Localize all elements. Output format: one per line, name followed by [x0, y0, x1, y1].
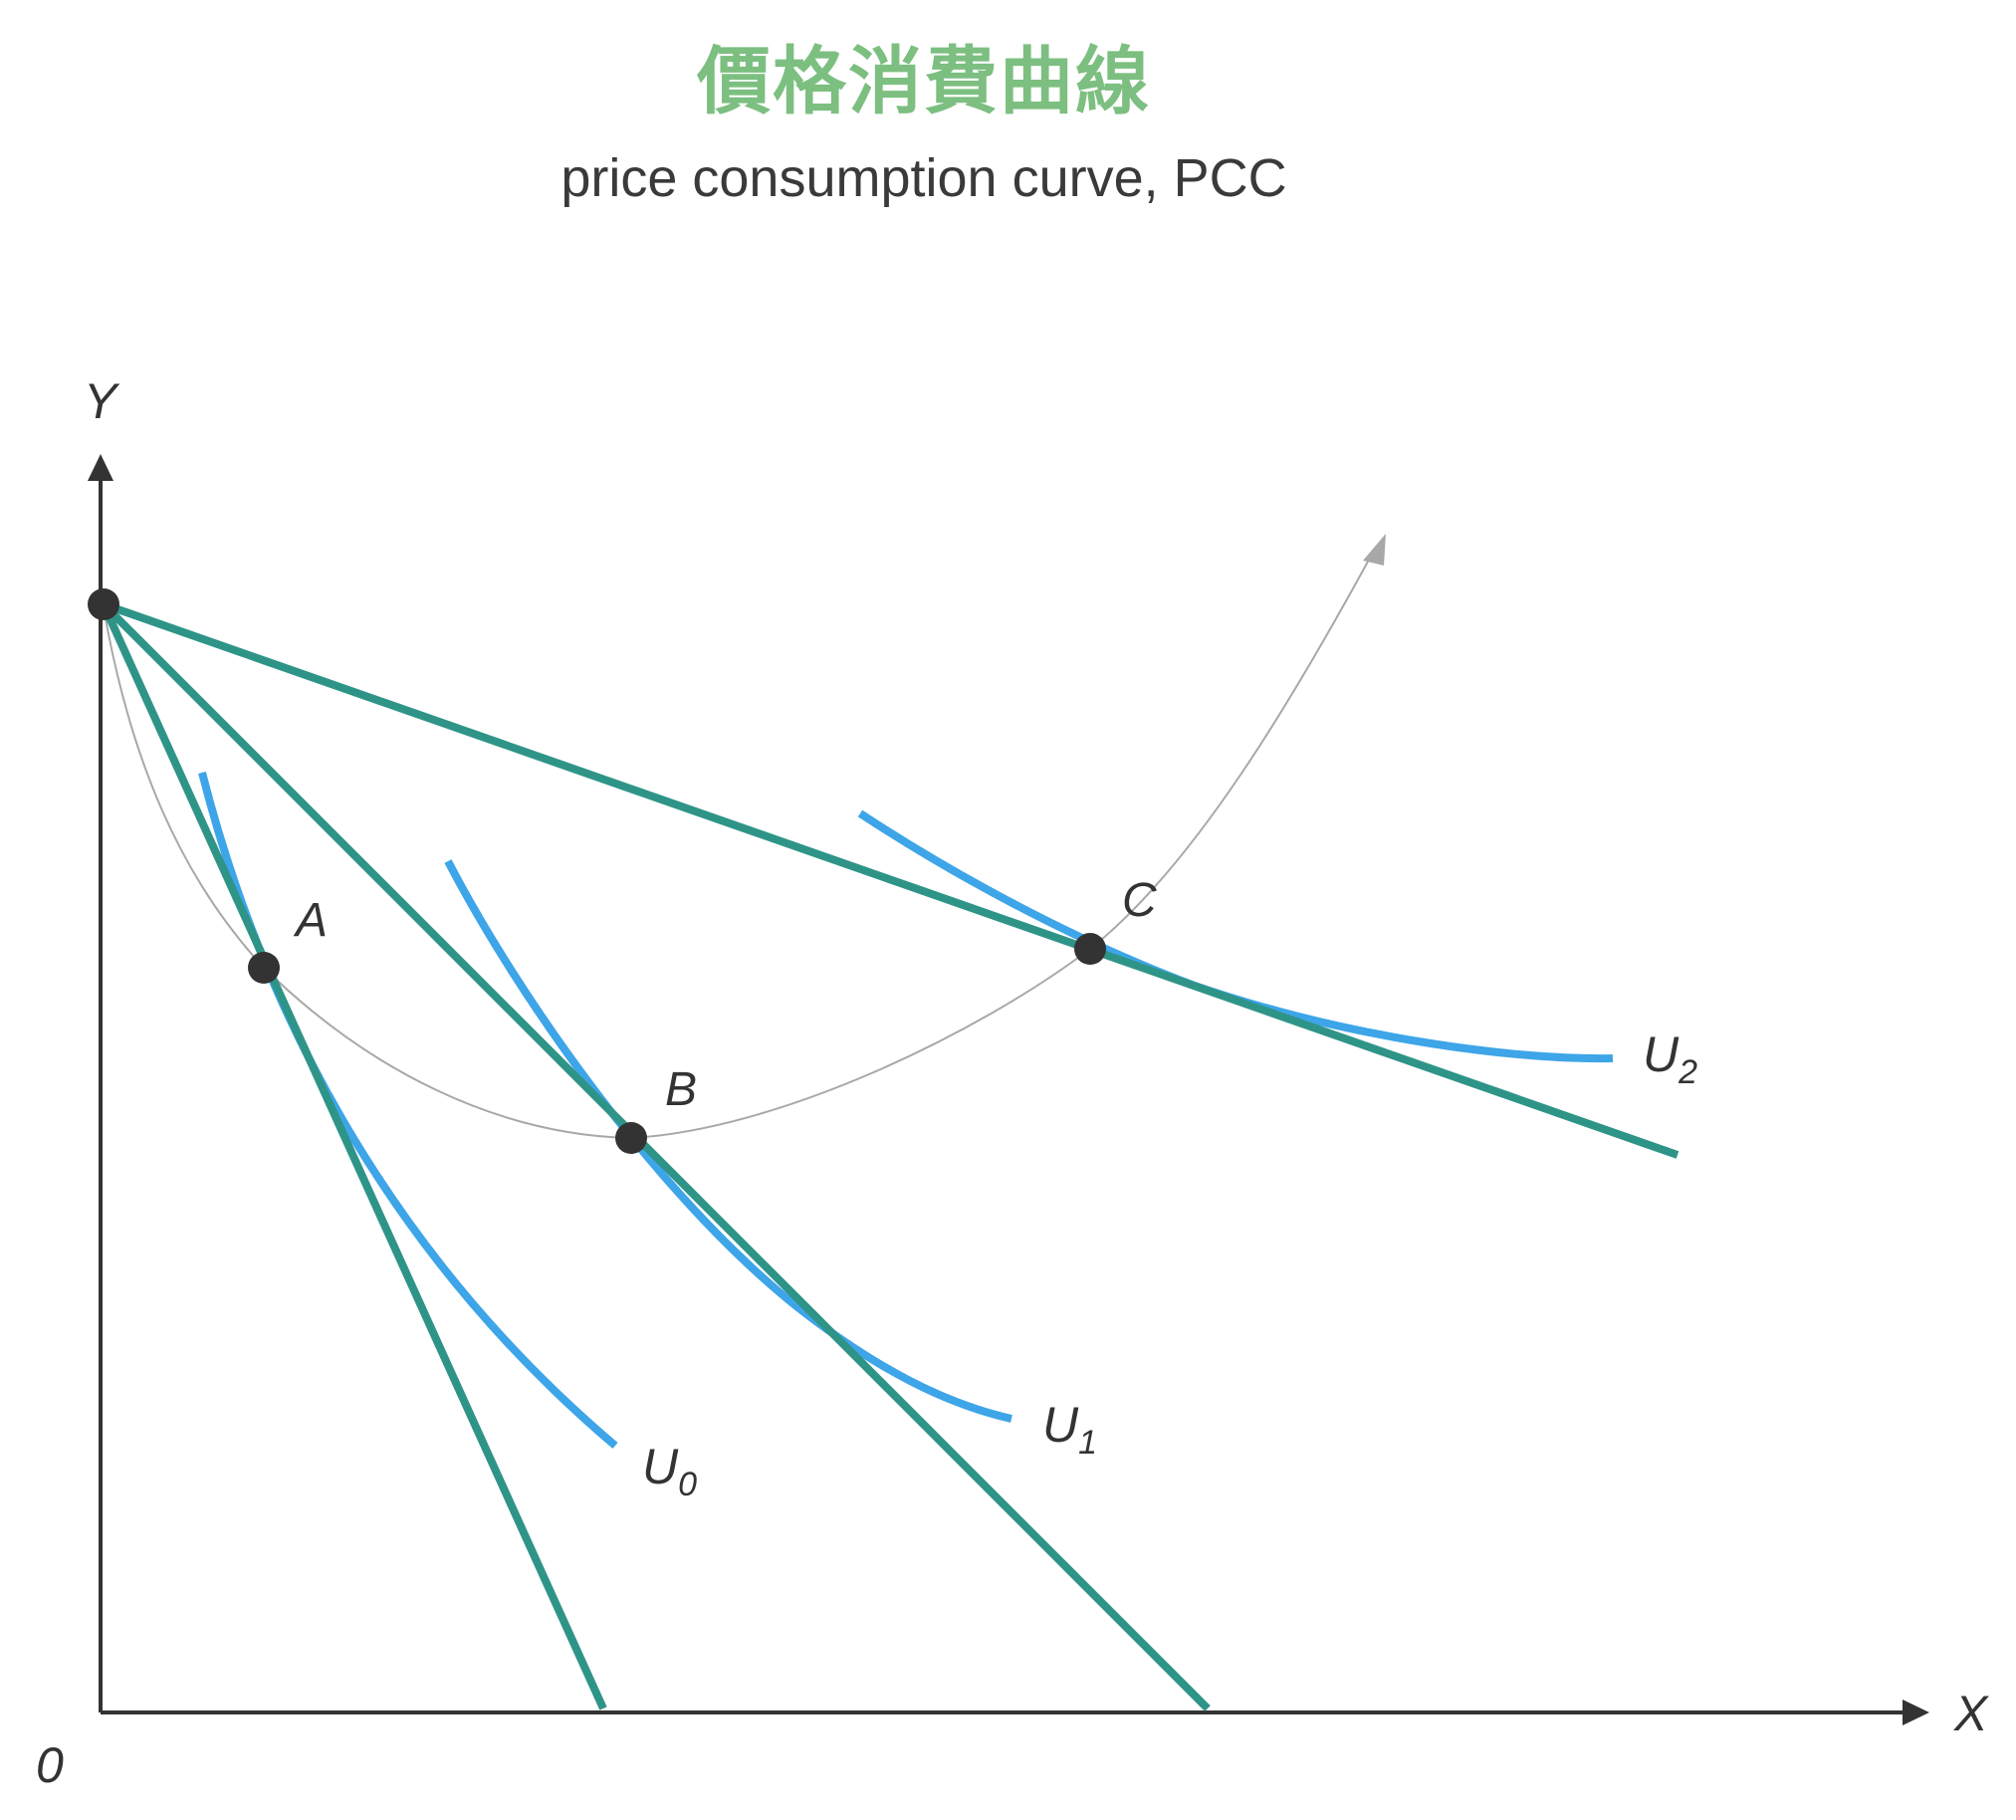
point-b: [615, 1122, 647, 1154]
u1-label: U1: [1042, 1397, 1097, 1462]
diagram-subtitle: price consumption curve, PCC: [560, 148, 1287, 208]
u2-label: U2: [1643, 1026, 1697, 1091]
diagram-title: 價格消費曲線: [697, 39, 1151, 124]
budget-line-2: [102, 600, 1680, 1159]
y-axis-label: Y: [84, 373, 120, 429]
x-axis-label: X: [1953, 1686, 1989, 1741]
y-axis-arrow-icon: [88, 454, 113, 481]
budget-line-1: [101, 601, 1211, 1711]
intercept-point: [88, 588, 119, 620]
point-a: [248, 952, 280, 984]
budget-line-0: [100, 602, 607, 1710]
point-c: [1074, 933, 1106, 965]
u0-label-base: U: [642, 1439, 679, 1494]
pcc-curve: [103, 550, 1375, 1140]
point-c-label: C: [1122, 874, 1157, 927]
origin-label: 0: [36, 1737, 64, 1793]
indifference-curve-u2: [857, 809, 1614, 1063]
u0-label-sub: 0: [678, 1466, 697, 1503]
indifference-curve-u0: [198, 772, 618, 1450]
u2-label-sub: 2: [1678, 1053, 1697, 1091]
u2-label-base: U: [1643, 1026, 1680, 1082]
u0-label: U0: [642, 1439, 697, 1503]
x-axis-arrow-icon: [1903, 1700, 1929, 1725]
pcc-arrow-icon: [1363, 534, 1386, 566]
u1-label-sub: 1: [1078, 1424, 1097, 1462]
u1-label-base: U: [1042, 1397, 1079, 1453]
point-a-label: A: [293, 894, 328, 947]
indifference-curve-u1: [444, 859, 1012, 1423]
point-b-label: B: [665, 1063, 697, 1116]
